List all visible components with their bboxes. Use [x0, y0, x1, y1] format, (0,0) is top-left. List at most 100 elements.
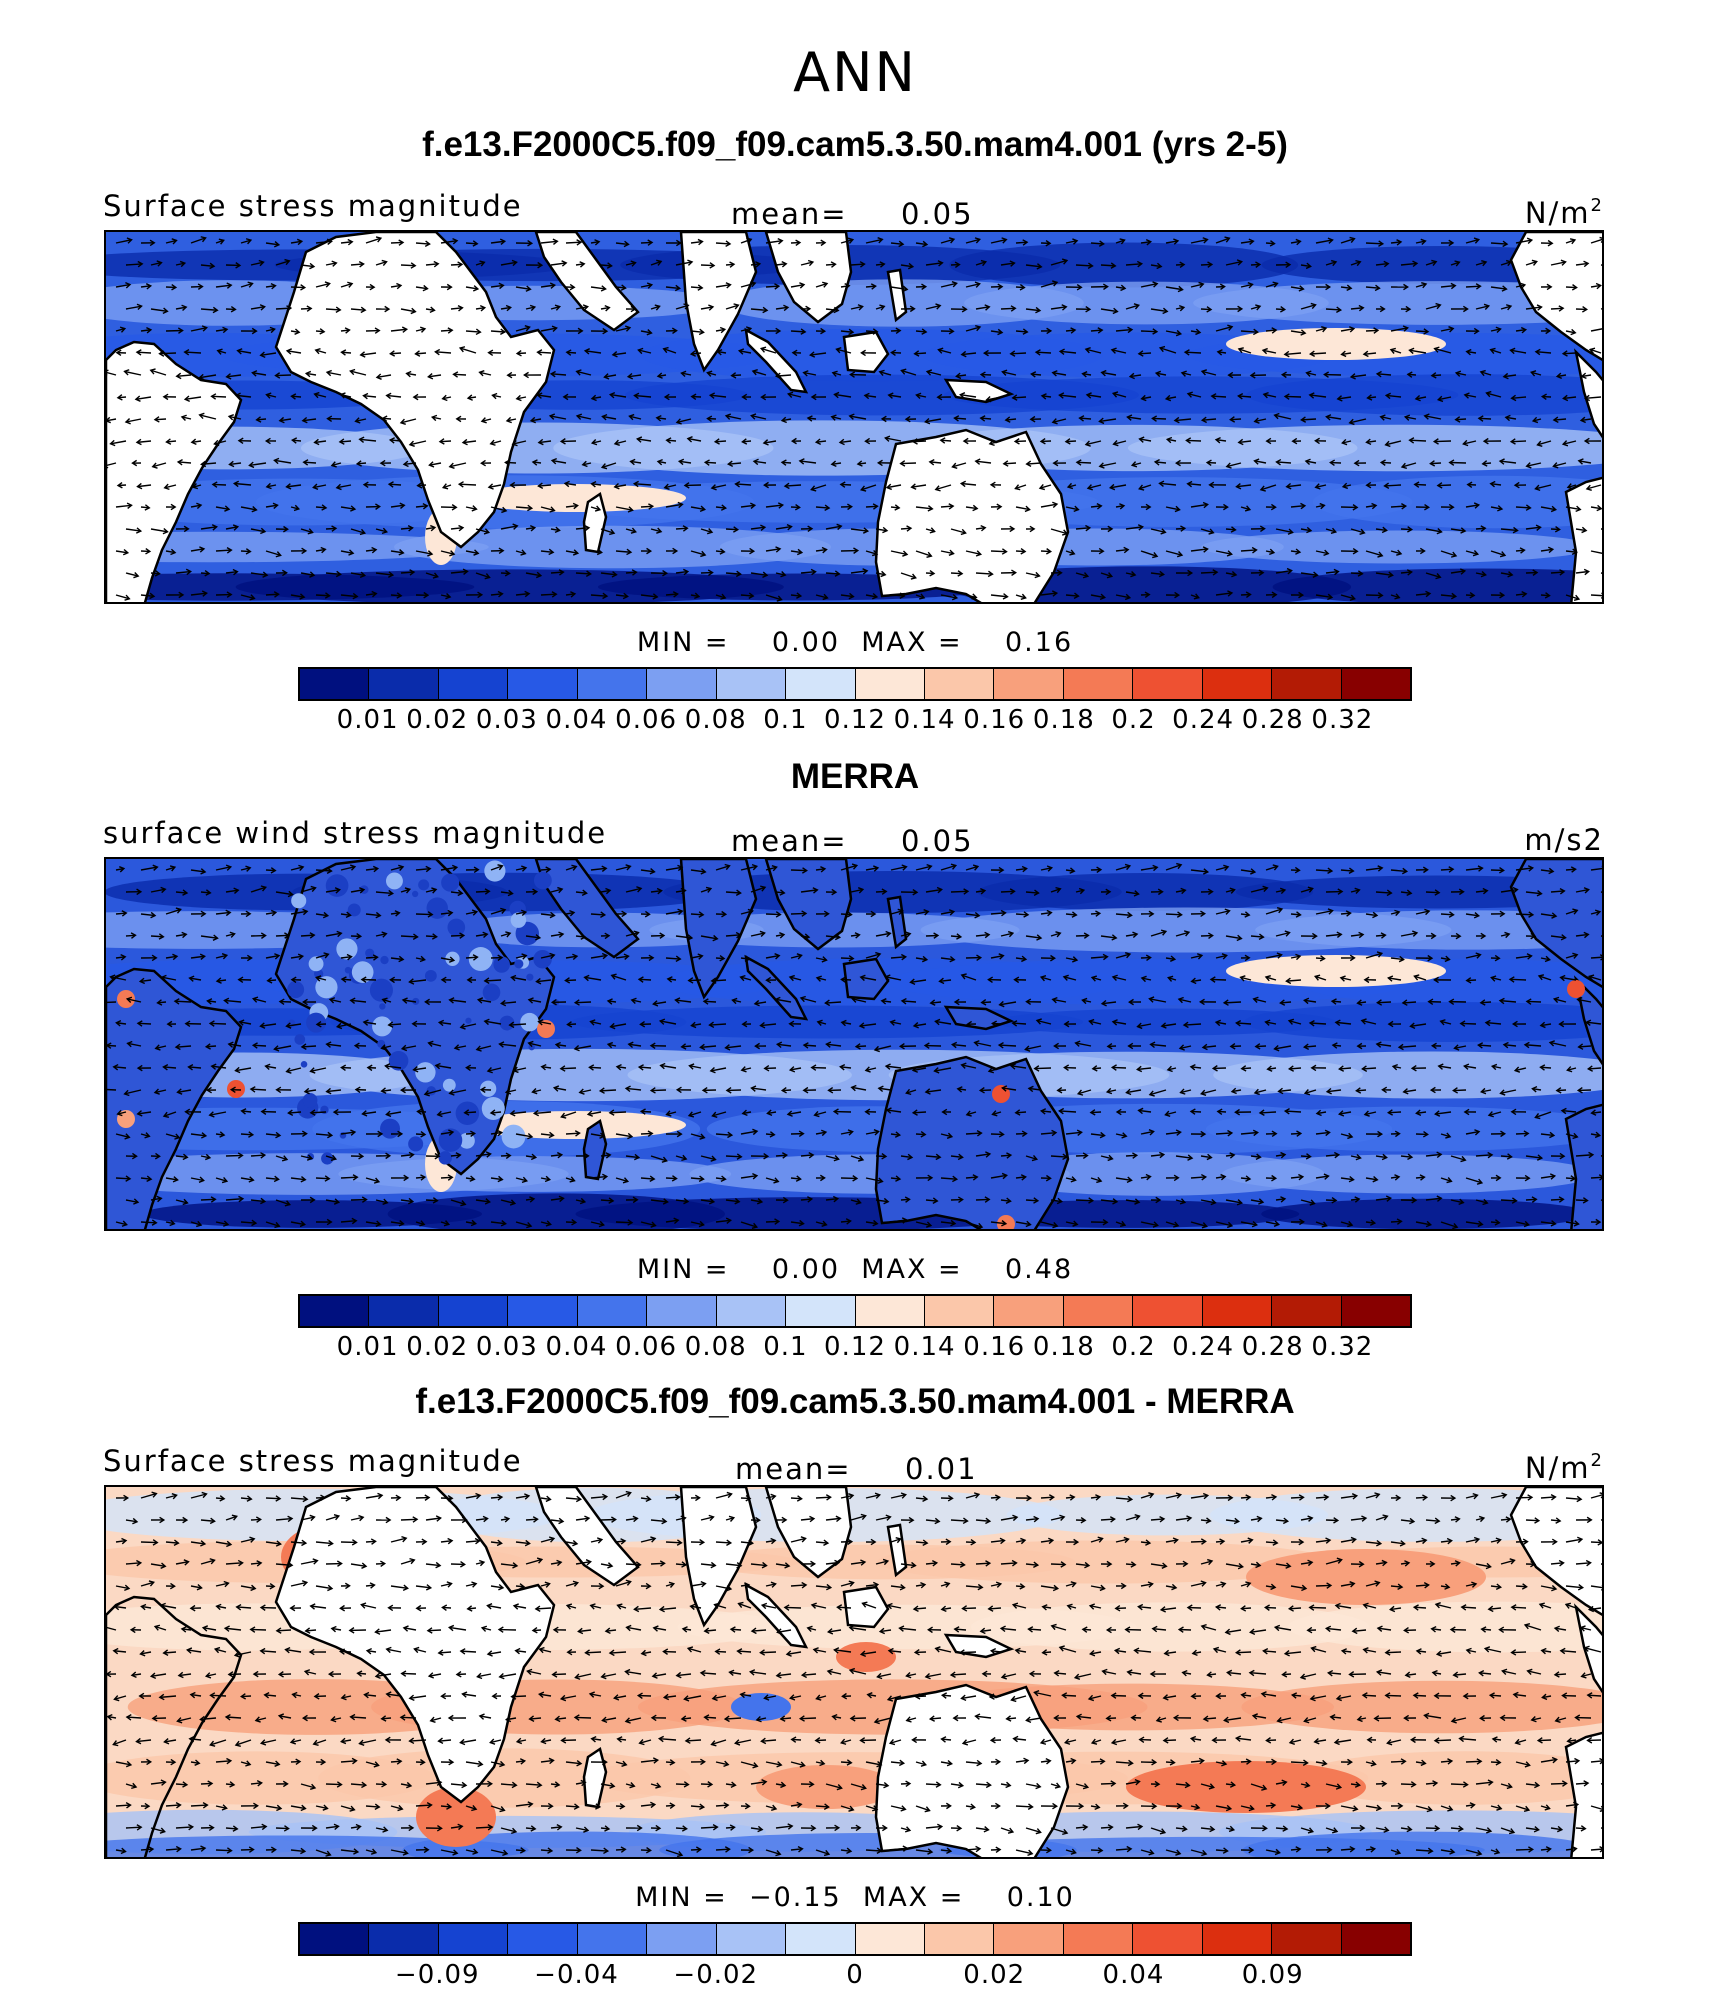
difference-anomaly	[1246, 1549, 1486, 1605]
max-value: 0.16	[1005, 627, 1073, 658]
vector-shaft	[766, 914, 780, 915]
vector-shaft	[416, 914, 432, 915]
vector-shaft	[701, 265, 714, 266]
vector-shaft	[1191, 1541, 1206, 1542]
min-value: 0.00	[772, 1254, 840, 1285]
colorbar-tick-label: 0.24	[1172, 705, 1234, 735]
colorbar-swatch	[1133, 1296, 1202, 1326]
colorbar-swatch	[856, 669, 925, 699]
colorbar-tick-label: 0.14	[894, 1332, 956, 1362]
max-label: MAX =	[861, 627, 962, 658]
colorbar-tick-label: 0.02	[406, 1332, 468, 1362]
vector-shaft	[626, 1564, 640, 1565]
vector-shaft	[1076, 935, 1088, 936]
panel-1-min-max: MIN = 0.00 MAX = 0.16	[0, 626, 1710, 660]
land-speckle	[291, 893, 306, 908]
colorbar-tick-label: 0.1	[763, 1332, 807, 1362]
land-speckle	[502, 1125, 526, 1149]
colorbar-tick-label: 0.28	[1242, 705, 1304, 735]
land-speckle	[408, 1136, 423, 1151]
land-speckle	[380, 1119, 400, 1139]
land-speckle	[534, 872, 552, 890]
vector-shaft	[561, 1068, 576, 1069]
land-speckle	[425, 970, 437, 982]
difference-anomaly	[731, 1693, 791, 1721]
colorbar-swatch	[856, 1296, 925, 1326]
vector-shaft	[1260, 1112, 1276, 1113]
land-speckle	[439, 1151, 452, 1164]
panel-1-units: N/m2	[1525, 188, 1604, 231]
vector-shaft	[251, 1089, 266, 1090]
colorbar-tick-label: 0.14	[894, 705, 956, 735]
vector-shaft	[201, 1199, 215, 1200]
max-label: MAX =	[861, 1254, 962, 1285]
land-speckle	[345, 967, 352, 974]
panel-3-mean-value: 0.01	[905, 1451, 978, 1487]
colorbar-swatch	[925, 669, 994, 699]
land-speckle	[379, 1003, 385, 1009]
vector-shaft	[1076, 265, 1092, 266]
vector-shaft	[1224, 1002, 1241, 1003]
panel-3-map	[104, 1485, 1604, 1859]
units-text: N/m	[1525, 196, 1591, 230]
colorbar-tick-label: 0.01	[337, 705, 399, 735]
panel-2-variable-label: surface wind stress magnitude	[103, 815, 607, 851]
vector-shaft	[1141, 331, 1157, 332]
vector-shaft	[1410, 440, 1426, 441]
vector-shaft	[1011, 353, 1026, 354]
panel-1-mean-value: 0.05	[901, 196, 974, 232]
stress-maximum	[1226, 955, 1446, 987]
vector-shaft	[1201, 572, 1217, 573]
vector-shaft	[485, 980, 501, 981]
colorbar-swatch	[994, 1296, 1063, 1326]
panel-1-colorbar	[298, 667, 1412, 701]
colorbar-tick-label: 0.18	[1033, 1332, 1095, 1362]
colorbar-swatch	[369, 1296, 438, 1326]
max-value: 0.48	[1005, 1254, 1073, 1285]
vector-head	[1602, 326, 1604, 331]
vector-shaft	[141, 1542, 157, 1543]
colorbar-swatch	[439, 1296, 508, 1326]
vector-shaft	[1112, 1067, 1126, 1068]
min-value: 0.00	[772, 627, 840, 658]
colorbar-swatch	[647, 1296, 716, 1326]
colorbar-tick-label: 0.12	[824, 705, 886, 735]
vector-shaft	[966, 1133, 981, 1134]
vector-shaft	[210, 1023, 226, 1024]
mean-label-text: mean=	[731, 824, 848, 858]
land-hotspot	[117, 990, 135, 1008]
colorbar-swatch	[994, 669, 1063, 699]
vector-shaft	[216, 550, 231, 551]
vector-shaft	[1166, 914, 1182, 915]
colorbar-tick-label: 0.06	[615, 1332, 677, 1362]
vector-shaft	[341, 1177, 357, 1178]
colorbar-swatch	[1133, 669, 1202, 699]
colorbar-swatch	[578, 1296, 647, 1326]
vector-shaft	[726, 1156, 741, 1157]
colorbar-tick-label: 0.03	[476, 1332, 538, 1362]
vector-shaft	[226, 1155, 242, 1156]
land-hotspot	[992, 1085, 1010, 1103]
land-speckle	[294, 1034, 305, 1045]
land-speckle	[386, 872, 403, 889]
vector-shaft	[1511, 441, 1526, 442]
colorbar-tick-label: 0.12	[824, 1332, 886, 1362]
panel-3-variable-label: Surface stress magnitude	[103, 1443, 523, 1479]
vector-shaft	[141, 1222, 156, 1223]
land-speckle	[412, 891, 418, 897]
panel-3-mean-label: mean=	[735, 1451, 852, 1487]
vector-shaft	[1285, 396, 1301, 397]
colorbar-swatch	[1203, 1296, 1272, 1326]
vector-shaft	[459, 484, 476, 485]
vector-shaft	[106, 1089, 116, 1090]
vector-shaft	[1076, 1200, 1093, 1201]
colorbar-swatch	[786, 669, 855, 699]
colorbar-swatch	[508, 1296, 577, 1326]
land-speckle	[309, 956, 324, 971]
vector-shaft	[610, 1112, 626, 1113]
panel-3-map-svg	[106, 1487, 1604, 1859]
panel-1-map-svg	[106, 232, 1604, 604]
panel-1-title: f.e13.F2000C5.f09_f09.cam5.3.50.mam4.001…	[0, 123, 1710, 167]
colorbar-swatch	[1272, 1296, 1341, 1326]
